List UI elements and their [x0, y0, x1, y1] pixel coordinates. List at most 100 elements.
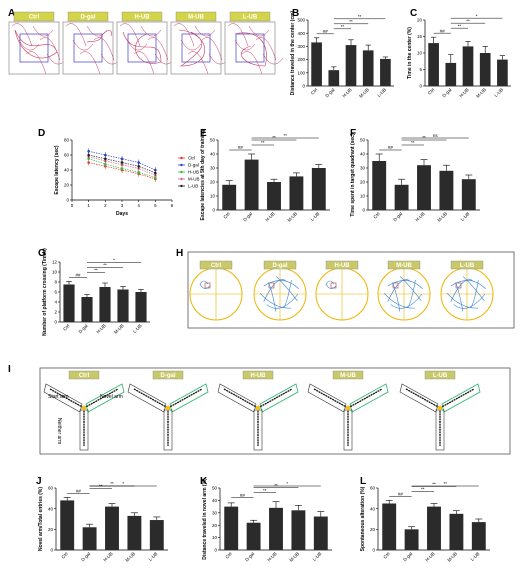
x-axis-label: Days: [116, 211, 128, 217]
significance-label: **: [274, 483, 278, 488]
swim-path: [399, 276, 422, 302]
arm-novel: [85, 383, 125, 413]
x-tick-label: D-gal: [402, 551, 413, 562]
bar: [289, 176, 304, 210]
group-label: H-UB: [251, 373, 267, 379]
group-label: Ctrl: [79, 373, 90, 379]
track-path: [126, 39, 148, 51]
y-tick-label: 10: [212, 535, 218, 540]
center-zone: [73, 33, 103, 63]
chart-f-target-quadrant: 0 10 20 30 40 50 Ctrl D-gal H-UB M-UB L-UB ## ** ** ns…: [350, 133, 480, 223]
significance-label: **: [272, 135, 276, 140]
legend-marker: [180, 177, 183, 181]
y-tick-label: 60: [370, 486, 376, 491]
significance-label: **: [466, 18, 470, 23]
group-label: D-gal: [81, 15, 96, 21]
bar: [461, 179, 476, 210]
x-tick-label: H-UB: [95, 323, 106, 334]
significance-label: **: [422, 135, 426, 140]
group-label: M-UB: [396, 263, 412, 269]
x-tick-label: Ctrl: [372, 211, 380, 219]
legend-marker: [180, 156, 183, 160]
track-path: [234, 39, 256, 51]
swim-path: [387, 280, 423, 289]
y-tick-label: 0: [302, 84, 305, 89]
significance-label: **: [261, 140, 265, 145]
arm-novel: [349, 383, 389, 413]
series-line: [88, 154, 156, 174]
significance-label: **: [349, 19, 353, 24]
bar: [328, 70, 340, 86]
track-path: [93, 37, 115, 61]
significance-label: ##: [388, 145, 394, 150]
swim-path: [450, 280, 486, 289]
bar: [445, 62, 457, 86]
group-label-bg: [175, 11, 217, 22]
panel-letter-c: C: [410, 8, 417, 19]
swim-path: [266, 293, 299, 309]
y-maze-tracks: Ctrl D-gal H-UB M-UB L-UB Start arm Novel arm N…: [39, 367, 511, 455]
group-label: L-UB: [243, 15, 258, 21]
y-tick-label: 20: [370, 527, 376, 532]
y-tick-label: 400: [297, 31, 305, 36]
x-tick-label: L-UB: [470, 551, 481, 562]
x-tick-label: L-UB: [460, 211, 471, 222]
swim-path: [390, 293, 423, 309]
chart-d-escape-latency: 0 20 40 60 80 0 1 2 3 4 5 6 Days Escape latency (sec)…: [54, 138, 200, 217]
series-line: [88, 158, 156, 178]
bar: [222, 184, 237, 210]
group-label: M-UB: [188, 15, 204, 21]
y-tick-label: 30: [210, 166, 216, 171]
data-point: [154, 171, 157, 175]
x-tick-label: M-UB: [124, 551, 136, 563]
x-tick-label: M-UB: [436, 211, 448, 223]
y-tick-label: 4: [54, 300, 57, 305]
significance-label: ##: [240, 493, 246, 498]
group-label-bg: [450, 260, 484, 270]
track-path: [187, 51, 209, 75]
x-tick-label: D-gal: [78, 323, 89, 334]
x-tick-label: H-UB: [102, 551, 113, 562]
bar: [462, 46, 474, 86]
x-tick-label: 2: [104, 203, 107, 208]
swim-path: [462, 276, 485, 302]
chart-l-spontaneous-alteration: 0 20 40 60 Ctrl D-gal H-UB M-UB L-UB ## ** ** ** Spon…: [360, 481, 490, 563]
y-tick-label: 0: [372, 548, 375, 553]
y-tick-label: 10: [210, 194, 216, 199]
center-marker: [345, 405, 351, 411]
significance-label: ##: [75, 273, 81, 278]
y-tick-label: 50: [210, 138, 216, 143]
track-path: [65, 23, 87, 47]
x-tick-label: 5: [154, 203, 157, 208]
arm-label-other: Neither arm: [56, 418, 62, 444]
group-label: D-gal: [273, 263, 288, 269]
significance-label: **: [421, 487, 425, 492]
bar: [267, 182, 281, 210]
group-label-bg: [152, 370, 184, 380]
center-zone: [19, 33, 49, 63]
bar: [372, 161, 387, 210]
swim-path: [450, 279, 473, 302]
group-label-bg: [13, 11, 55, 22]
swim-path: [392, 282, 401, 312]
track-path: [255, 37, 277, 61]
arena: [170, 21, 222, 75]
track-path: [180, 39, 202, 51]
group-label: D-gal: [161, 373, 176, 379]
y-tick-label: 2: [54, 310, 57, 315]
y-tick-label: 30: [212, 510, 218, 515]
bar: [382, 503, 397, 550]
data-point: [87, 161, 90, 164]
group-label-bg: [67, 11, 109, 22]
arm-start: [399, 383, 439, 413]
track-path: [119, 23, 141, 47]
y-tick-label: 20: [212, 523, 218, 528]
x-tick-label: M-UB: [446, 551, 458, 563]
water-maze-tracks: Ctrl D-gal H-UB M-UB L-UB: [187, 251, 515, 329]
chart-e-escape-day5: 0 10 20 30 40 50 Ctrl D-gal H-UB M-UB L-UB ## ** ** **…: [200, 130, 330, 223]
y-tick-label: 60: [48, 486, 54, 491]
y-tick-label: 200: [297, 57, 305, 62]
bar: [269, 507, 283, 550]
data-point: [104, 153, 107, 157]
x-tick-label: Ctrl: [382, 551, 390, 559]
